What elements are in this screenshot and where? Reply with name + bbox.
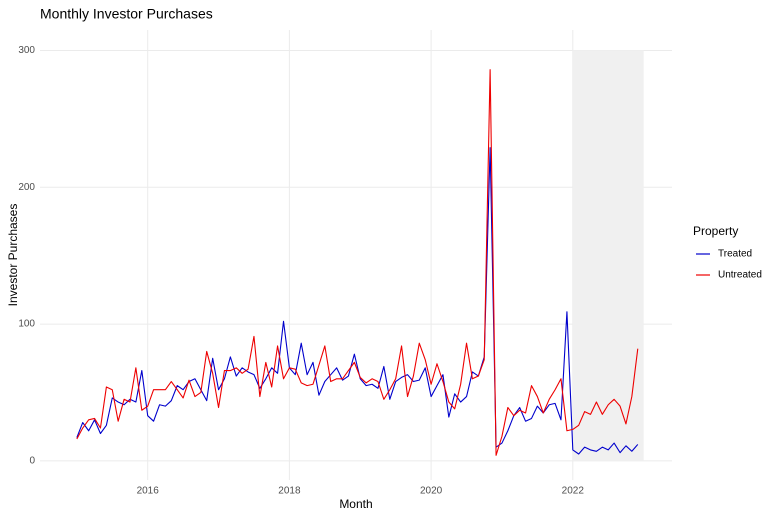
series-line [76, 147, 639, 455]
y-tick-label: 100 [18, 319, 35, 330]
x-tick-label: 2018 [278, 486, 301, 497]
chart-title: Monthly Investor Purchases [40, 6, 213, 22]
legend-label: Treated [718, 249, 752, 260]
y-tick-label: 0 [29, 455, 35, 466]
legend-title: Property [693, 224, 738, 238]
x-tick-label: 2022 [562, 486, 585, 497]
shaded-region [572, 50, 644, 461]
y-axis-label: Investor Purchases [6, 204, 20, 307]
x-tick-label: 2020 [420, 486, 443, 497]
legend-label: Untreated [718, 270, 762, 281]
x-axis-label: Month [339, 497, 372, 511]
y-tick-label: 200 [18, 182, 35, 193]
series-line [76, 69, 639, 456]
x-tick-label: 2016 [137, 486, 160, 497]
y-tick-label: 300 [18, 45, 35, 56]
